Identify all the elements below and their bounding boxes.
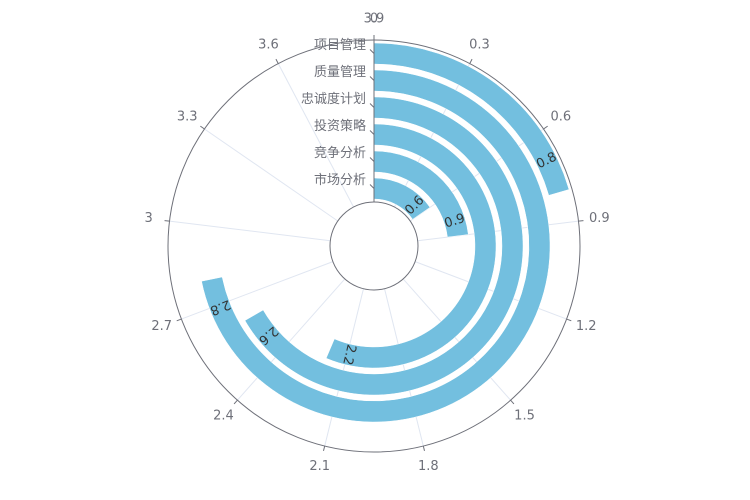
angle-axis-labels: 0 0.3 0.6 0.9 1.2 1.5 1.8 2.1 2.4 2.7 3 3.3 3.6 3.9 [145,12,610,474]
split-line [414,261,567,320]
angle-tick-label: 2.4 [213,408,234,423]
bar-竞争分析 [373,150,469,238]
data-label: 2.2 [339,343,358,367]
angle-tick [566,318,572,322]
angle-tick [275,58,279,64]
angle-tick [176,318,182,322]
angle-tick [543,125,548,130]
category-label: 竞争分析 [314,145,366,161]
angle-tick-label: 1.5 [514,408,535,423]
angle-tick-label: 1.8 [418,459,439,474]
bar-市场分析 [373,177,431,220]
split-line [181,261,334,320]
category-label: 忠诚度计划 [301,91,366,107]
angle-tick [323,445,326,451]
bar-质量管理 [201,69,551,423]
category-label: 质量管理 [314,65,366,80]
angle-tick [422,445,425,451]
angle-tick [200,125,205,130]
split-line [409,128,544,222]
angle-tick [164,220,170,222]
split-line [402,278,511,401]
angle-tick-label: 3.6 [258,38,279,53]
angle-tick-label: 3.9 [364,12,385,27]
angle-tick-label: 0 [370,12,378,27]
category-tick [369,49,375,54]
split-line [277,63,354,208]
angle-tick [510,399,515,405]
bar-投资策略 [325,123,497,369]
angle-tick [469,58,473,64]
bar-项目管理 [373,42,570,196]
category-label: 项目管理 [314,38,366,53]
angle-tick [233,399,238,405]
angle-axis-ticks [164,35,584,451]
angle-tick-label: 2.7 [151,319,172,334]
inner-axis-ring [329,201,419,291]
angle-tick-label: 0.6 [550,110,571,125]
split-line [394,63,471,208]
category-tick [369,76,375,81]
split-line [384,288,424,447]
split-line [169,220,331,242]
angle-tick [578,220,584,222]
bar-忠诚度计划 [244,96,524,396]
category-tick [369,130,375,135]
category-tick [369,103,375,108]
category-tick [369,157,375,162]
data-label: 0.9 [443,211,467,231]
category-tick [369,184,375,189]
angle-tick-label: 3 [145,211,153,226]
angle-tick-label: 1.2 [576,319,597,334]
split-line [237,278,346,401]
data-label: 2.8 [208,296,233,318]
category-label: 市场分析 [314,172,366,188]
bars [201,42,570,423]
angle-tick-label: 3.3 [177,110,198,125]
category-axis-labels: 市场分析 竞争分析 投资策略 忠诚度计划 质量管理 项目管理 [301,38,366,188]
split-line [417,220,579,242]
category-label: 投资策略 [314,118,366,134]
angle-tick-label: 0.9 [589,211,610,226]
angle-tick-label: 2.1 [309,459,330,474]
angle-tick-label: 0.3 [469,38,490,53]
split-line [204,128,339,222]
category-axis-ticks [369,40,375,202]
split-line [324,288,364,447]
